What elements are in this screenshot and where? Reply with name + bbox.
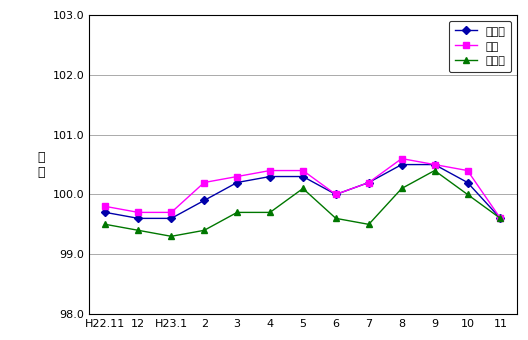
三重県	[135, 216, 142, 220]
松阪市	[497, 216, 504, 220]
津市	[300, 169, 306, 173]
松阪市	[399, 186, 405, 190]
津市	[497, 216, 504, 220]
三重県	[102, 210, 109, 215]
松阪市	[168, 234, 174, 238]
津市	[267, 169, 273, 173]
Line: 三重県: 三重県	[102, 162, 503, 221]
三重県	[464, 181, 470, 185]
三重県	[168, 216, 174, 220]
松阪市	[201, 228, 208, 232]
津市	[399, 156, 405, 160]
三重県	[365, 181, 372, 185]
Legend: 三重県, 津市, 松阪市: 三重県, 津市, 松阪市	[449, 21, 511, 72]
松阪市	[234, 210, 240, 215]
松阪市	[431, 169, 438, 173]
津市	[234, 174, 240, 179]
三重県	[201, 199, 208, 203]
津市	[135, 210, 142, 215]
津市	[431, 163, 438, 167]
松阪市	[464, 192, 470, 197]
三重県	[431, 163, 438, 167]
津市	[333, 192, 339, 197]
松阪市	[300, 186, 306, 190]
Line: 松阪市: 松阪市	[102, 167, 504, 240]
松阪市	[365, 222, 372, 226]
津市	[365, 181, 372, 185]
松阪市	[135, 228, 142, 232]
津市	[168, 210, 174, 215]
Y-axis label: 指
数: 指 数	[37, 151, 45, 178]
三重県	[267, 174, 273, 179]
三重県	[300, 174, 306, 179]
三重県	[333, 192, 339, 197]
津市	[201, 181, 208, 185]
Line: 津市: 津市	[102, 156, 503, 221]
松阪市	[102, 222, 109, 226]
松阪市	[333, 216, 339, 220]
津市	[102, 204, 109, 208]
松阪市	[267, 210, 273, 215]
三重県	[399, 163, 405, 167]
三重県	[234, 181, 240, 185]
三重県	[497, 216, 504, 220]
津市	[464, 169, 470, 173]
